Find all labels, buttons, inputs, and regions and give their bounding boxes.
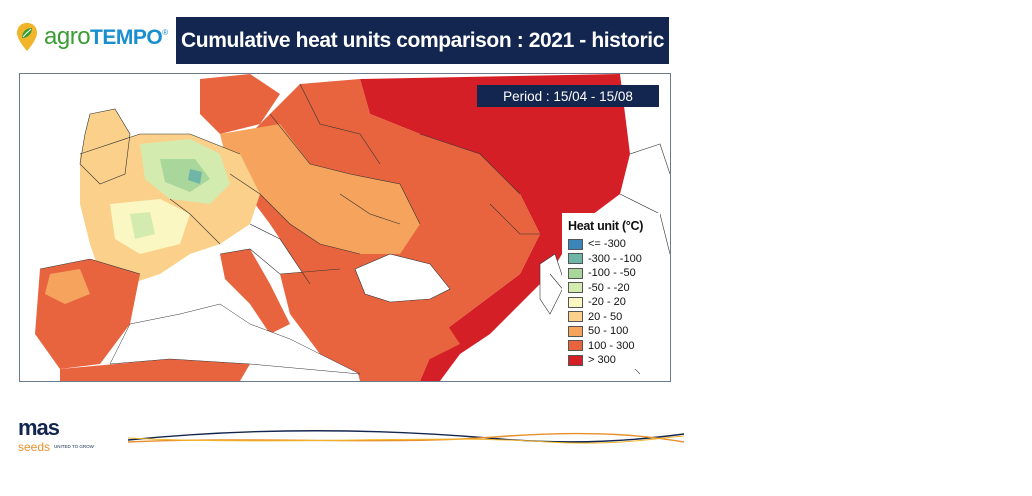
legend-label: > 300 [588,354,616,367]
mas-seeds-logo: mas seeds UNITED TO GROW [18,415,126,454]
legend-item: -300 - -100 [562,252,660,267]
agrotempo-logo: agroTEMPO® [16,16,174,58]
legend-item: 20 - 50 [562,310,660,325]
legend-item: 100 - 300 [562,339,660,354]
legend-item: -100 - -50 [562,266,660,281]
page-title: Cumulative heat units comparison : 2021 … [176,17,669,64]
brand-name: agroTEMPO® [44,23,168,51]
legend-swatch [568,282,583,294]
brand-suffix: TEMPO [90,26,163,49]
legend-label: -300 - -100 [588,252,642,265]
legend-label: 100 - 300 [588,339,635,352]
europe-map-graphic [20,74,670,381]
map-legend: Heat unit (°C) <= -300 -300 - -100 -100 - … [562,213,660,369]
legend-swatch [568,311,583,323]
legend-label: -100 - -50 [588,267,636,280]
brand-prefix: agro [44,23,91,50]
decorative-wave-lines [128,430,684,444]
registered-mark: ® [162,28,168,37]
legend-swatch [568,267,583,279]
legend-label: -50 - -20 [588,281,630,294]
legend-item: <= -300 [562,237,660,252]
legend-item: -50 - -20 [562,281,660,296]
logo-main-text: mas [18,415,60,440]
legend-item: 50 - 100 [562,324,660,339]
legend-items: <= -300 -300 - -100 -100 - -50 -50 - -20 -20… [562,237,660,368]
legend-swatch [568,253,583,265]
legend-title: Heat unit (°C) [568,219,644,233]
legend-label: 20 - 50 [588,310,623,323]
legend-item: -20 - 20 [562,295,660,310]
legend-label: 50 - 100 [588,325,629,338]
heat-map: Period : 15/04 - 15/08 Heat unit (°C) <=… [19,73,671,382]
legend-swatch [568,354,583,366]
logo-tagline: UNITED TO GROW [54,444,94,450]
legend-item: > 300 [562,353,660,368]
legend-swatch [568,340,583,352]
map-pin-leaf-icon [17,23,37,51]
legend-label: <= -300 [588,238,626,251]
legend-label: -20 - 20 [588,296,626,309]
legend-swatch [568,325,583,337]
period-label: Period : 15/04 - 15/08 [477,85,659,107]
legend-swatch [568,238,583,250]
legend-swatch [568,296,583,308]
logo-sub-text: seeds [18,440,51,454]
